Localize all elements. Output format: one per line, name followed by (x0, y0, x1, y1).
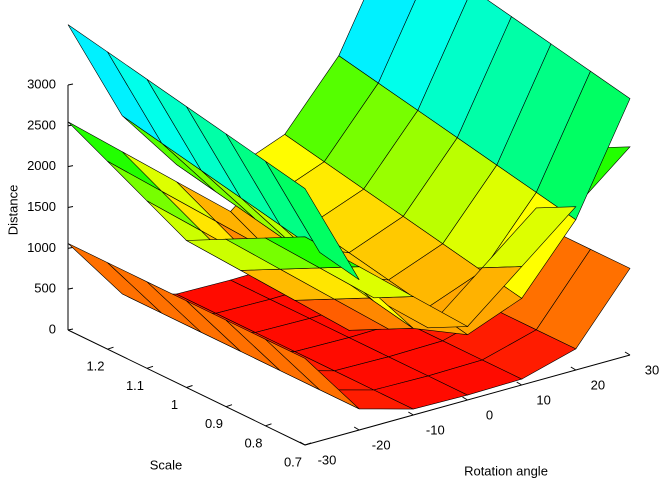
y-tick-label: 0.7 (284, 454, 302, 469)
z-tick-label: 1500 (27, 199, 56, 214)
x-tick-label: -30 (318, 452, 337, 467)
z-tick (67, 206, 74, 208)
surface-patch (67, 243, 162, 314)
y-tick (265, 423, 272, 427)
z-tick (67, 328, 74, 331)
y-tick (186, 385, 193, 388)
x-tick-label: 10 (536, 392, 550, 407)
x-tick-label: 30 (645, 362, 659, 377)
x-tick (408, 411, 414, 416)
z-tick-label: 2500 (27, 117, 56, 132)
y-axis-label: Scale (150, 457, 183, 472)
z-tick-label: 2000 (27, 158, 56, 173)
y-tick-label: 1 (171, 397, 178, 412)
y-tick (304, 442, 312, 446)
y-tick (107, 346, 114, 350)
y-tick-label: 1.2 (86, 359, 104, 374)
x-tick (516, 381, 522, 386)
surface-patch (265, 339, 360, 410)
z-tick (67, 165, 74, 168)
x-tick (299, 441, 306, 446)
y-tick-label: 0.9 (205, 416, 223, 431)
x-tick-label: 0 (486, 407, 493, 422)
x-tick-label: 20 (591, 377, 605, 392)
x-tick (570, 366, 577, 371)
z-tick (67, 287, 74, 290)
y-tick (225, 404, 233, 408)
surface-patch (265, 160, 360, 280)
x-tick (624, 351, 631, 356)
z-axis-label: Distance (5, 185, 20, 236)
y-tick-label: 0.8 (244, 435, 262, 450)
z-tick (67, 83, 74, 86)
y-tick (146, 365, 154, 369)
x-tick-label: -10 (426, 422, 445, 437)
x-tick (353, 426, 360, 431)
z-tick-label: 0 (49, 321, 56, 336)
x-tick-label: -20 (372, 437, 391, 452)
x-axis-label: Rotation angle (464, 463, 548, 478)
y-tick-label: 1.1 (126, 378, 144, 393)
z-tick-label: 1000 (27, 240, 56, 255)
z-tick-label: 500 (34, 281, 56, 296)
z-tick-label: 3000 (27, 76, 56, 91)
x-tick (462, 396, 468, 401)
